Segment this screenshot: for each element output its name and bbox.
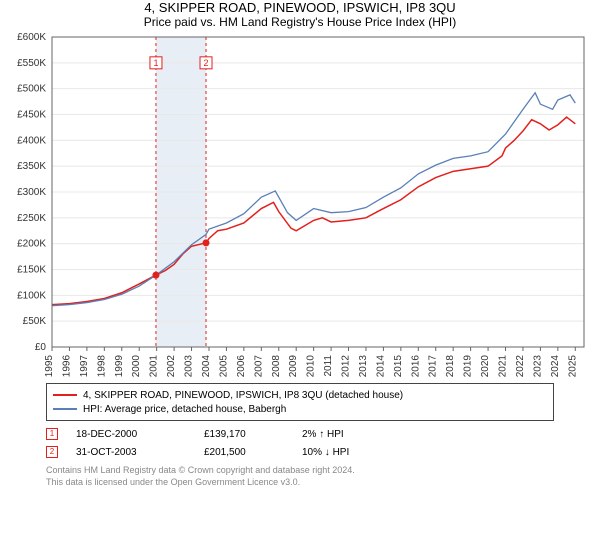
chart-container: 4, SKIPPER ROAD, PINEWOOD, IPSWICH, IP8 … xyxy=(0,0,600,560)
x-tick-label: 2003 xyxy=(184,355,195,378)
x-tick-label: 2005 xyxy=(218,355,229,378)
y-tick-label: £50K xyxy=(23,316,47,327)
legend-item: HPI: Average price, detached house, Babe… xyxy=(53,402,547,416)
x-tick-label: 2008 xyxy=(271,355,282,378)
y-tick-label: £400K xyxy=(17,135,46,146)
x-tick-label: 2025 xyxy=(567,355,578,378)
sale-price: £201,500 xyxy=(204,447,284,458)
legend: 4, SKIPPER ROAD, PINEWOOD, IPSWICH, IP8 … xyxy=(46,383,554,421)
x-tick-label: 2018 xyxy=(445,355,456,378)
sale-marker xyxy=(203,239,210,246)
attribution-footer: Contains HM Land Registry data © Crown c… xyxy=(46,465,554,488)
x-tick-label: 1999 xyxy=(114,355,125,378)
footer-line: This data is licensed under the Open Gov… xyxy=(46,477,554,489)
x-tick-label: 1996 xyxy=(61,355,72,378)
y-tick-label: £300K xyxy=(17,187,46,198)
x-tick-label: 1998 xyxy=(96,355,107,378)
x-tick-label: 2011 xyxy=(323,355,334,377)
x-tick-label: 2010 xyxy=(306,355,317,378)
sale-point-row: 2 31-OCT-2003 £201,500 10% ↓ HPI xyxy=(46,443,554,461)
x-tick-label: 2019 xyxy=(463,355,474,378)
x-tick-label: 2006 xyxy=(236,355,247,378)
x-tick-label: 2015 xyxy=(393,355,404,378)
legend-swatch xyxy=(53,408,77,410)
x-tick-label: 2016 xyxy=(410,355,421,378)
x-tick-label: 1997 xyxy=(79,355,90,378)
sale-point-row: 1 18-DEC-2000 £139,170 2% ↑ HPI xyxy=(46,425,554,443)
x-tick-label: 2020 xyxy=(480,355,491,378)
y-tick-label: £500K xyxy=(17,84,46,95)
footer-line: Contains HM Land Registry data © Crown c… xyxy=(46,465,554,477)
legend-item: 4, SKIPPER ROAD, PINEWOOD, IPSWICH, IP8 … xyxy=(53,388,547,402)
x-tick-label: 2017 xyxy=(428,355,439,378)
x-tick-label: 2021 xyxy=(498,355,509,378)
y-tick-label: £100K xyxy=(17,290,46,301)
y-tick-label: £600K xyxy=(17,32,46,43)
y-tick-label: £200K xyxy=(17,239,46,250)
x-tick-label: 2013 xyxy=(358,355,369,378)
y-tick-label: £150K xyxy=(17,265,46,276)
legend-label: 4, SKIPPER ROAD, PINEWOOD, IPSWICH, IP8 … xyxy=(83,390,403,401)
x-tick-label: 2009 xyxy=(288,355,299,378)
sale-points-table: 1 18-DEC-2000 £139,170 2% ↑ HPI 2 31-OCT-2003… xyxy=(46,425,554,461)
x-tick-label: 2000 xyxy=(131,355,142,378)
y-tick-label: £350K xyxy=(17,161,46,172)
callout-label: 2 xyxy=(204,58,209,68)
x-tick-label: 2014 xyxy=(375,355,386,378)
line-chart: £0£50K£100K£150K£200K£250K£300K£350K£400… xyxy=(50,35,586,375)
y-tick-label: £450K xyxy=(17,110,46,121)
sale-price: £139,170 xyxy=(204,429,284,440)
x-tick-label: 2004 xyxy=(201,355,212,378)
legend-label: HPI: Average price, detached house, Babe… xyxy=(83,404,286,415)
sale-hpi-diff: 2% ↑ HPI xyxy=(302,429,392,440)
x-tick-label: 2022 xyxy=(515,355,526,378)
x-tick-label: 2007 xyxy=(253,355,264,378)
legend-swatch xyxy=(53,394,77,396)
x-tick-label: 2023 xyxy=(532,355,543,378)
y-tick-label: £250K xyxy=(17,213,46,224)
callout-label: 1 xyxy=(153,58,158,68)
sale-marker xyxy=(152,272,159,279)
x-tick-label: 2024 xyxy=(550,355,561,378)
sale-date: 18-DEC-2000 xyxy=(76,429,186,440)
x-tick-label: 1995 xyxy=(44,355,55,378)
y-tick-label: £0 xyxy=(35,342,47,353)
sale-point-marker: 2 xyxy=(46,446,58,458)
y-tick-label: £550K xyxy=(17,58,46,69)
x-tick-label: 2012 xyxy=(341,355,352,378)
sale-point-marker: 1 xyxy=(46,428,58,440)
sale-date: 31-OCT-2003 xyxy=(76,447,186,458)
sale-hpi-diff: 10% ↓ HPI xyxy=(302,447,392,458)
chart-title: 4, SKIPPER ROAD, PINEWOOD, IPSWICH, IP8 … xyxy=(0,0,600,15)
chart-subtitle: Price paid vs. HM Land Registry's House … xyxy=(0,15,600,29)
x-tick-label: 2002 xyxy=(166,355,177,378)
chart-area: £0£50K£100K£150K£200K£250K£300K£350K£400… xyxy=(50,35,586,375)
x-tick-label: 2001 xyxy=(149,355,160,378)
